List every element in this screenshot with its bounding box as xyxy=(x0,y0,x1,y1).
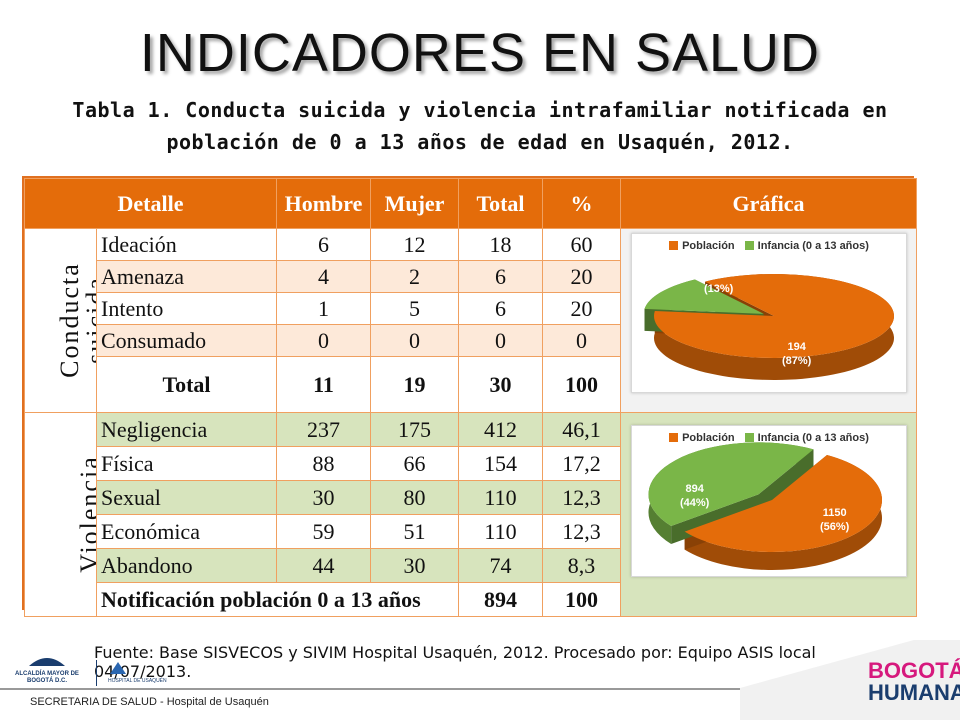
cell-total: 6 xyxy=(458,260,543,293)
cell-mujer: 51 xyxy=(370,514,459,549)
header-mujer: Mujer xyxy=(370,178,459,229)
cell-percent: 46,1 xyxy=(542,412,621,447)
cell-percent: 8,3 xyxy=(542,548,621,583)
notification-total-label: Notificación población 0 a 13 años xyxy=(96,582,459,617)
footer-label: SECRETARIA DE SALUD - Hospital de Usaqué… xyxy=(30,696,269,708)
cell-hombre: 0 xyxy=(276,324,371,357)
group-label-violencia-intrafamiliar: Violenciaintrafamiliar xyxy=(24,412,97,617)
cell-percent: 0 xyxy=(542,324,621,357)
header-total: Total xyxy=(458,178,543,229)
pie-2-label-poblacion: 1150 (56%) xyxy=(820,507,850,533)
caption-line-1: Tabla 1. Conducta suicida y violencia in… xyxy=(72,98,888,122)
cell-percent: 20 xyxy=(542,260,621,293)
pie-slice-población xyxy=(684,454,882,552)
header-hombre: Hombre xyxy=(276,178,371,229)
cell-hombre: 44 xyxy=(276,548,371,583)
alcaldia-emblem-icon xyxy=(29,658,65,666)
cell-hombre: 4 xyxy=(276,260,371,293)
pie-1-svg xyxy=(644,274,894,380)
chart-cell-2: Población Infancia (0 a 13 años) 1150 (56… xyxy=(620,412,917,617)
row-detalle: Económica xyxy=(96,514,277,549)
legend-label: Infancia (0 a 13 años) xyxy=(757,240,869,252)
cell-total: 0 xyxy=(458,324,543,357)
footer-swoosh xyxy=(740,640,960,720)
cell-percent: 17,2 xyxy=(542,446,621,481)
row-detalle: Física xyxy=(96,446,277,481)
legend-swatch xyxy=(744,241,754,250)
cell-percent: 12,3 xyxy=(542,514,621,549)
hospital-emblem-icon xyxy=(110,662,126,674)
header-percent: % xyxy=(542,178,621,229)
footer-divider xyxy=(0,688,740,690)
cell-total: 6 xyxy=(458,292,543,325)
cell-hombre: 1 xyxy=(276,292,371,325)
cell-hombre: 88 xyxy=(276,446,371,481)
legend-label: Población xyxy=(682,432,735,444)
legend-swatch xyxy=(669,241,679,250)
row-detalle: Abandono xyxy=(96,548,277,583)
total-label: Total xyxy=(96,356,277,413)
pie-1-label-infancia: 30 (13%) xyxy=(704,269,734,295)
cell-percent: 12,3 xyxy=(542,480,621,515)
pie-2-svg xyxy=(648,442,882,570)
row-detalle: Sexual xyxy=(96,480,277,515)
pie-chart-2: Población Infancia (0 a 13 años) 1150 (56… xyxy=(631,425,907,577)
cell-mujer: 80 xyxy=(370,480,459,515)
cell-mujer: 30 xyxy=(370,548,459,583)
cell-total: 412 xyxy=(458,412,543,447)
cell-mujer: 2 xyxy=(370,260,459,293)
pie-slice-población xyxy=(654,274,894,358)
cell-hombre: 6 xyxy=(276,228,371,261)
cell-total: 110 xyxy=(458,514,543,549)
legend-label: Población xyxy=(682,240,735,252)
pie-1-label-poblacion: 194 (87%) xyxy=(782,341,812,367)
row-detalle: Negligencia xyxy=(96,412,277,447)
indicators-table: Detalle Hombre Mujer Total % Gráfica Con… xyxy=(22,176,917,617)
alcaldia-logo: ALCALDÍA MAYOR DE BOGOTÁ D.C. xyxy=(12,654,82,685)
cell-mujer: 66 xyxy=(370,446,459,481)
group-label-conducta-suicida: Conducta suicida xyxy=(24,228,97,413)
caption-line-2: población de 0 a 13 años de edad en Usaq… xyxy=(166,130,794,154)
pie-slice-edge xyxy=(671,449,814,545)
legend-swatch xyxy=(669,433,679,442)
row-detalle: Ideación xyxy=(96,228,277,261)
total-percent: 100 xyxy=(542,356,621,413)
notification-total: 894 xyxy=(458,582,543,617)
cell-total: 18 xyxy=(458,228,543,261)
cell-percent: 20 xyxy=(542,292,621,325)
pie-slice-infancia xyxy=(648,442,814,527)
header-detalle: Detalle xyxy=(24,178,277,229)
pie-slice-side xyxy=(684,454,882,570)
header-grafica: Gráfica xyxy=(620,178,917,229)
hospital-logo: HOSPITAL DE USAQUÉN xyxy=(108,660,188,684)
row-detalle: Consumado xyxy=(96,324,277,357)
logo-divider xyxy=(96,660,97,686)
cell-total: 110 xyxy=(458,480,543,515)
table-caption: Tabla 1. Conducta suicida y violencia in… xyxy=(40,94,920,158)
total-total: 30 xyxy=(458,356,543,413)
cell-mujer: 0 xyxy=(370,324,459,357)
cell-hombre: 237 xyxy=(276,412,371,447)
cell-percent: 60 xyxy=(542,228,621,261)
cell-mujer: 12 xyxy=(370,228,459,261)
cell-hombre: 30 xyxy=(276,480,371,515)
cell-mujer: 5 xyxy=(370,292,459,325)
total-hombre: 11 xyxy=(276,356,371,413)
row-detalle: Intento xyxy=(96,292,277,325)
cell-hombre: 59 xyxy=(276,514,371,549)
legend-label: Infancia (0 a 13 años) xyxy=(757,432,869,444)
chart-cell-1: Población Infancia (0 a 13 años) 194 (87%… xyxy=(620,228,917,413)
cell-total: 74 xyxy=(458,548,543,583)
notification-percent: 100 xyxy=(542,582,621,617)
total-mujer: 19 xyxy=(370,356,459,413)
cell-mujer: 175 xyxy=(370,412,459,447)
legend-swatch xyxy=(744,433,754,442)
page-title: INDICADORES EN SALUD xyxy=(139,23,821,83)
pie-chart-1: Población Infancia (0 a 13 años) 194 (87%… xyxy=(631,233,907,393)
cell-total: 154 xyxy=(458,446,543,481)
pie-2-label-infancia: 894 (44%) xyxy=(680,483,710,509)
pie-slice-infancia xyxy=(644,279,764,314)
bogota-humana-logo: BOGOTÁ HUMANA xyxy=(868,658,960,705)
row-detalle: Amenaza xyxy=(96,260,277,293)
